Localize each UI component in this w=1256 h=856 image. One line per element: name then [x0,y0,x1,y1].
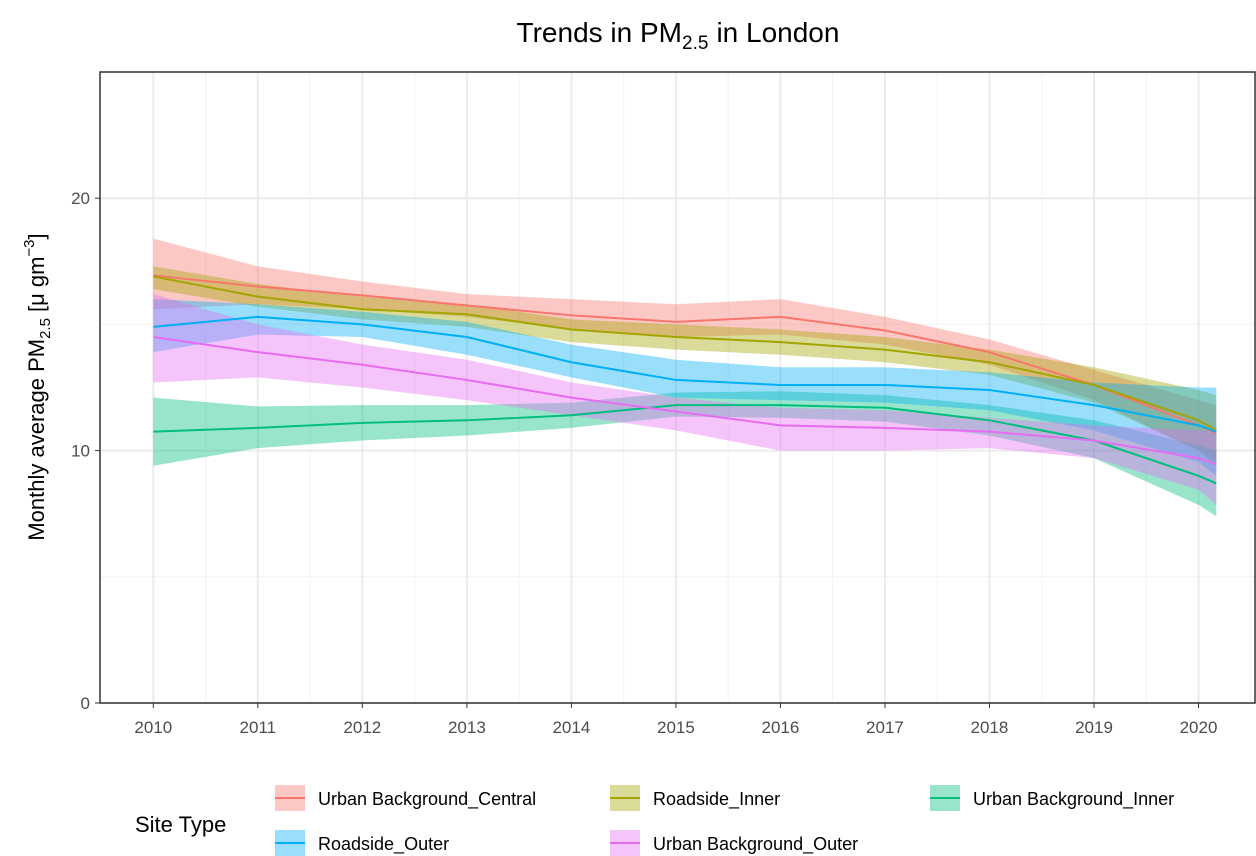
x-tick-label: 2011 [240,718,277,737]
y-title-subscript: 2.5 [37,318,54,339]
x-tick-label: 2014 [552,718,590,737]
x-tick-label: 2016 [762,718,800,737]
legend-label: Urban Background_Inner [973,789,1174,810]
confidence-band [153,391,1217,517]
y-title-text: ] [24,233,49,239]
panel-border [99,71,1256,704]
x-tick-label: 2010 [134,718,172,737]
confidence-band [153,238,1217,461]
x-tick-label: 2012 [343,718,381,737]
x-tick-label: 2018 [971,718,1009,737]
trend-line [153,336,1217,466]
legend-label: Roadside_Inner [653,789,780,810]
x-tick-label: 2017 [866,718,904,737]
y-tick-label: 20 [71,189,90,208]
title-text: in London [716,17,839,48]
confidence-band [153,266,1217,466]
trend-line [153,315,1217,433]
legend-label: Urban Background_Outer [653,834,858,855]
x-tick-label: 2020 [1180,718,1218,737]
confidence-band [153,299,1217,476]
x-tick-label: 2015 [657,718,695,737]
title-subscript: 2.5 [682,33,708,54]
y-tick-label: 0 [81,694,90,713]
trend-line [153,404,1217,485]
y-tick-label: 10 [71,442,90,461]
y-axis-title: Monthly average PM2.5 [μ gm−3] [21,233,54,540]
y-title-text: Monthly average PM [24,339,49,541]
legend-title: Site Type [135,812,226,837]
x-tick-label: 2013 [448,718,486,737]
x-tick-label: 2019 [1075,718,1113,737]
title-text: Trends in PM [517,17,682,48]
trend-line [153,275,1217,432]
chart-title: Trends in PM2.5 in London [517,17,840,54]
confidence-band [153,294,1217,505]
y-title-text: [μ gm [24,257,49,312]
y-title-superscript: −3 [21,239,38,256]
legend-label: Roadside_Outer [318,834,449,855]
legend-label: Urban Background_Central [318,789,536,810]
